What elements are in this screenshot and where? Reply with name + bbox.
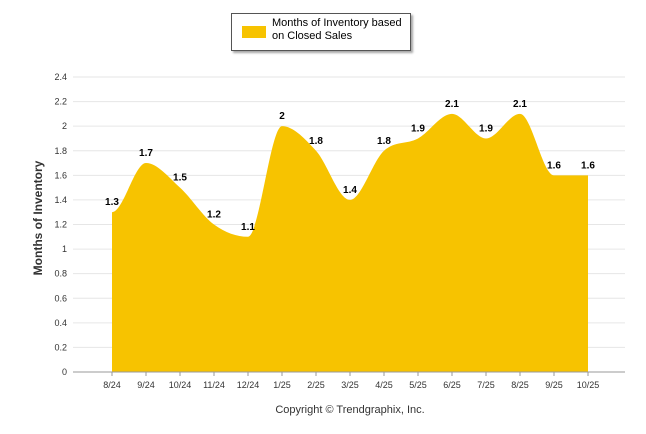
y-tick-label: 0.4 bbox=[54, 318, 67, 328]
y-tick-label: 1.2 bbox=[54, 220, 67, 230]
y-tick-label: 1 bbox=[62, 244, 67, 254]
x-tick-label: 8/24 bbox=[103, 380, 121, 390]
x-tick-label: 1/25 bbox=[273, 380, 291, 390]
y-tick-label: 2 bbox=[62, 121, 67, 131]
y-tick-label: 1.8 bbox=[54, 146, 67, 156]
x-tick-label: 9/25 bbox=[545, 380, 563, 390]
data-label: 2.1 bbox=[445, 99, 459, 110]
y-tick-label: 1.4 bbox=[54, 195, 67, 205]
y-tick-label: 1.6 bbox=[54, 170, 67, 180]
copyright-footer: Copyright © Trendgraphix, Inc. bbox=[275, 404, 424, 416]
y-tick-label: 2.2 bbox=[54, 97, 67, 107]
data-label: 1.1 bbox=[241, 222, 255, 233]
x-tick-label: 4/25 bbox=[375, 380, 393, 390]
data-label: 1.3 bbox=[105, 197, 119, 208]
legend-label: Months of Inventory based on Closed Sale… bbox=[272, 17, 402, 42]
data-label: 1.4 bbox=[343, 185, 357, 196]
data-label: 1.9 bbox=[411, 123, 425, 134]
data-label: 1.6 bbox=[547, 160, 561, 171]
data-label: 2.1 bbox=[513, 99, 527, 110]
y-tick-label: 0.8 bbox=[54, 269, 67, 279]
data-label: 1.2 bbox=[207, 210, 221, 221]
y-tick-label: 2.4 bbox=[54, 72, 67, 82]
x-tick-label: 9/24 bbox=[137, 380, 155, 390]
x-tick-label: 6/25 bbox=[443, 380, 461, 390]
data-label: 1.9 bbox=[479, 123, 493, 134]
x-tick-label: 7/25 bbox=[477, 380, 495, 390]
data-label: 1.8 bbox=[377, 136, 391, 147]
data-label: 1.7 bbox=[139, 148, 153, 159]
legend[interactable]: Months of Inventory based on Closed Sale… bbox=[231, 13, 411, 51]
data-label: 1.5 bbox=[173, 173, 187, 184]
y-axis-label: Months of Inventory bbox=[31, 160, 45, 275]
x-tick-label: 3/25 bbox=[341, 380, 359, 390]
x-tick-label: 11/24 bbox=[203, 380, 225, 390]
data-label: 1.6 bbox=[581, 160, 595, 171]
legend-swatch bbox=[242, 26, 266, 38]
data-label: 2 bbox=[279, 111, 285, 122]
x-tick-label: 10/24 bbox=[169, 380, 192, 390]
x-tick-label: 12/24 bbox=[237, 380, 260, 390]
y-tick-label: 0.2 bbox=[54, 342, 67, 352]
x-tick-label: 2/25 bbox=[307, 380, 325, 390]
y-tick-label: 0.6 bbox=[54, 293, 67, 303]
x-tick-label: 8/25 bbox=[511, 380, 529, 390]
series-area bbox=[112, 113, 588, 372]
x-tick-label: 5/25 bbox=[409, 380, 427, 390]
data-label: 1.8 bbox=[309, 136, 323, 147]
x-tick-label: 10/25 bbox=[577, 380, 600, 390]
y-tick-label: 0 bbox=[62, 367, 67, 377]
